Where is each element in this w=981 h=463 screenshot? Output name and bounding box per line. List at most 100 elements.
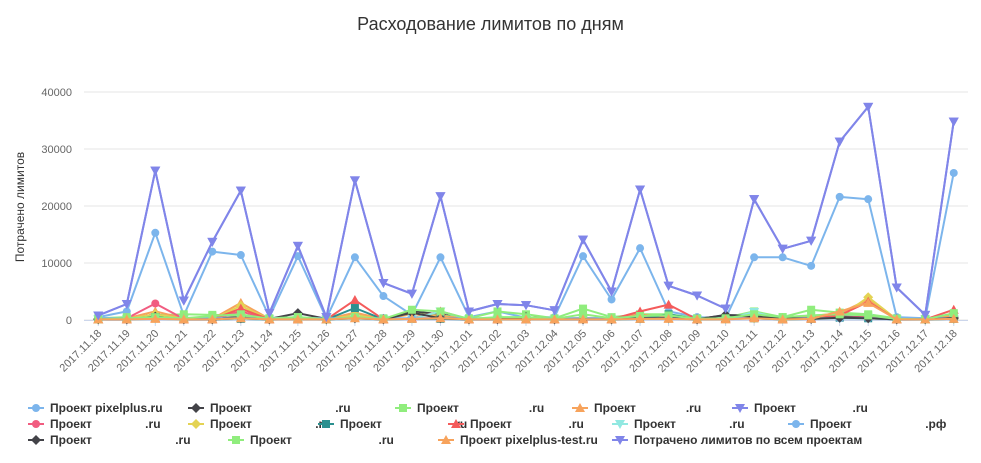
data-point[interactable] xyxy=(521,301,531,311)
series-line[interactable] xyxy=(97,105,955,319)
data-point[interactable] xyxy=(579,252,588,261)
data-point[interactable] xyxy=(349,295,360,305)
data-point[interactable] xyxy=(636,244,645,253)
data-point[interactable] xyxy=(292,314,303,324)
data-point[interactable] xyxy=(232,436,240,444)
data-point[interactable] xyxy=(606,287,617,297)
data-point[interactable] xyxy=(607,295,616,304)
legend-item[interactable]: Потрачено лимитов по всем проектам xyxy=(612,433,862,447)
data-point[interactable] xyxy=(579,304,588,313)
data-point[interactable] xyxy=(264,314,275,324)
legend-item[interactable]: Проект pixelplus.ru xyxy=(28,401,163,415)
data-point[interactable] xyxy=(322,420,330,428)
data-point[interactable] xyxy=(920,310,931,320)
data-point[interactable] xyxy=(834,306,845,316)
data-point[interactable] xyxy=(293,252,302,261)
data-point[interactable] xyxy=(379,292,388,301)
data-point[interactable] xyxy=(777,314,788,324)
data-point[interactable] xyxy=(292,241,303,251)
data-point[interactable] xyxy=(635,185,646,195)
data-point[interactable] xyxy=(406,289,417,299)
data-point[interactable] xyxy=(615,420,625,429)
data-point[interactable] xyxy=(720,304,731,314)
data-point[interactable] xyxy=(236,251,245,260)
legend-item[interactable]: Проект .ru xyxy=(448,417,584,431)
data-point[interactable] xyxy=(578,314,589,324)
data-point[interactable] xyxy=(635,313,646,323)
data-point[interactable] xyxy=(151,228,160,237)
data-point[interactable] xyxy=(948,313,959,323)
legend-item[interactable]: Проект .ru xyxy=(395,401,544,415)
data-point[interactable] xyxy=(463,314,474,324)
legend-item[interactable]: Проект .ru xyxy=(228,433,394,447)
data-point[interactable] xyxy=(692,291,703,301)
data-point[interactable] xyxy=(778,253,787,262)
data-point[interactable] xyxy=(834,137,845,147)
legend-item[interactable]: Проект .ru xyxy=(612,417,745,431)
data-point[interactable] xyxy=(435,313,446,323)
legend-item[interactable]: Проект .ru xyxy=(28,433,191,447)
legend-item[interactable]: Проект .рф xyxy=(788,417,947,431)
data-point[interactable] xyxy=(579,310,588,319)
data-point[interactable] xyxy=(178,296,189,306)
data-point[interactable] xyxy=(549,306,560,316)
data-point[interactable] xyxy=(191,403,201,413)
data-point[interactable] xyxy=(407,305,416,314)
data-point[interactable] xyxy=(891,314,902,324)
data-point[interactable] xyxy=(350,253,359,262)
data-point[interactable] xyxy=(948,117,959,127)
data-point[interactable] xyxy=(121,300,132,310)
legend-item[interactable]: Проект .ru xyxy=(28,417,161,431)
data-point[interactable] xyxy=(378,314,389,324)
data-point[interactable] xyxy=(321,313,332,323)
data-point[interactable] xyxy=(207,237,218,247)
series-line[interactable] xyxy=(97,105,955,319)
data-point[interactable] xyxy=(749,313,760,323)
data-point[interactable] xyxy=(807,305,816,314)
data-point[interactable] xyxy=(864,311,873,320)
data-point[interactable] xyxy=(863,102,874,112)
data-point[interactable] xyxy=(720,314,731,324)
data-point[interactable] xyxy=(235,313,246,323)
data-point[interactable] xyxy=(463,307,474,317)
data-point[interactable] xyxy=(493,307,502,316)
data-point[interactable] xyxy=(749,195,760,205)
data-point[interactable] xyxy=(151,299,160,308)
data-point[interactable] xyxy=(208,247,217,256)
data-point[interactable] xyxy=(399,404,407,412)
data-point[interactable] xyxy=(235,186,246,196)
data-point[interactable] xyxy=(121,314,132,324)
data-point[interactable] xyxy=(178,314,189,324)
data-point[interactable] xyxy=(863,297,874,307)
data-point[interactable] xyxy=(150,313,161,323)
data-point[interactable] xyxy=(350,304,359,313)
data-point[interactable] xyxy=(735,404,745,413)
legend-item[interactable]: Проект .ru xyxy=(572,401,701,415)
data-point[interactable] xyxy=(150,166,161,176)
data-point[interactable] xyxy=(864,195,873,204)
data-point[interactable] xyxy=(435,192,446,202)
data-point[interactable] xyxy=(575,403,585,412)
data-point[interactable] xyxy=(615,436,625,445)
data-point[interactable] xyxy=(207,314,218,324)
data-point[interactable] xyxy=(191,419,201,429)
data-point[interactable] xyxy=(750,253,759,262)
data-point[interactable] xyxy=(663,313,674,323)
data-point[interactable] xyxy=(451,419,461,428)
legend-item[interactable]: Проект .ru xyxy=(318,417,467,431)
data-point[interactable] xyxy=(32,420,40,428)
data-point[interactable] xyxy=(949,309,958,318)
data-point[interactable] xyxy=(807,261,816,270)
data-point[interactable] xyxy=(792,420,800,428)
data-point[interactable] xyxy=(436,307,445,316)
data-point[interactable] xyxy=(663,299,674,309)
data-point[interactable] xyxy=(492,314,503,324)
data-point[interactable] xyxy=(349,176,360,186)
data-point[interactable] xyxy=(492,300,503,310)
data-point[interactable] xyxy=(578,235,589,245)
data-point[interactable] xyxy=(521,314,531,324)
data-point[interactable] xyxy=(93,311,104,321)
data-point[interactable] xyxy=(663,281,674,291)
data-point[interactable] xyxy=(349,313,360,323)
data-point[interactable] xyxy=(606,314,617,324)
